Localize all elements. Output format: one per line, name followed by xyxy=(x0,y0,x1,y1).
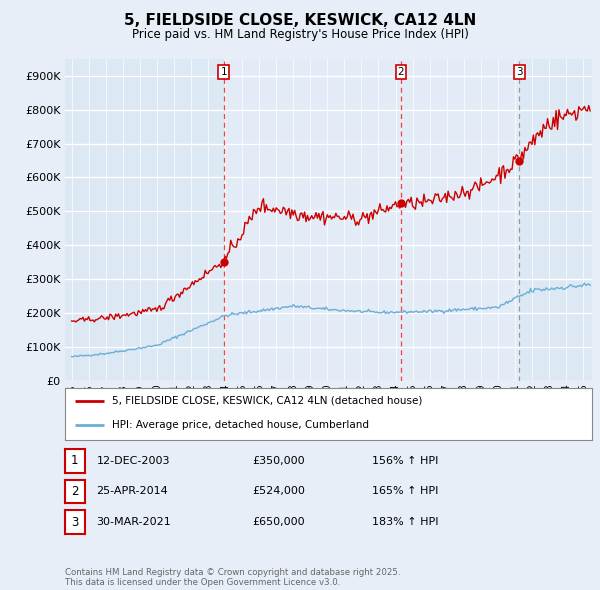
Text: 30-MAR-2021: 30-MAR-2021 xyxy=(97,517,172,527)
Text: 156% ↑ HPI: 156% ↑ HPI xyxy=(372,456,439,466)
Text: 5, FIELDSIDE CLOSE, KESWICK, CA12 4LN: 5, FIELDSIDE CLOSE, KESWICK, CA12 4LN xyxy=(124,13,476,28)
Text: Price paid vs. HM Land Registry's House Price Index (HPI): Price paid vs. HM Land Registry's House … xyxy=(131,28,469,41)
Text: 1: 1 xyxy=(220,67,227,77)
Text: £350,000: £350,000 xyxy=(252,456,305,466)
Text: 3: 3 xyxy=(71,516,79,529)
Text: 1: 1 xyxy=(71,454,79,467)
Text: £524,000: £524,000 xyxy=(252,487,305,496)
Text: HPI: Average price, detached house, Cumberland: HPI: Average price, detached house, Cumb… xyxy=(112,420,369,430)
Text: 25-APR-2014: 25-APR-2014 xyxy=(97,487,169,496)
Bar xyxy=(401,59,519,381)
Bar xyxy=(224,59,401,381)
Text: 2: 2 xyxy=(398,67,404,77)
Text: 183% ↑ HPI: 183% ↑ HPI xyxy=(372,517,439,527)
Text: 165% ↑ HPI: 165% ↑ HPI xyxy=(372,487,439,496)
Text: 2: 2 xyxy=(71,485,79,498)
Text: 5, FIELDSIDE CLOSE, KESWICK, CA12 4LN (detached house): 5, FIELDSIDE CLOSE, KESWICK, CA12 4LN (d… xyxy=(112,396,422,405)
Text: £650,000: £650,000 xyxy=(252,517,305,527)
Text: 3: 3 xyxy=(516,67,523,77)
Text: Contains HM Land Registry data © Crown copyright and database right 2025.
This d: Contains HM Land Registry data © Crown c… xyxy=(65,568,400,587)
Text: 12-DEC-2003: 12-DEC-2003 xyxy=(97,456,170,466)
